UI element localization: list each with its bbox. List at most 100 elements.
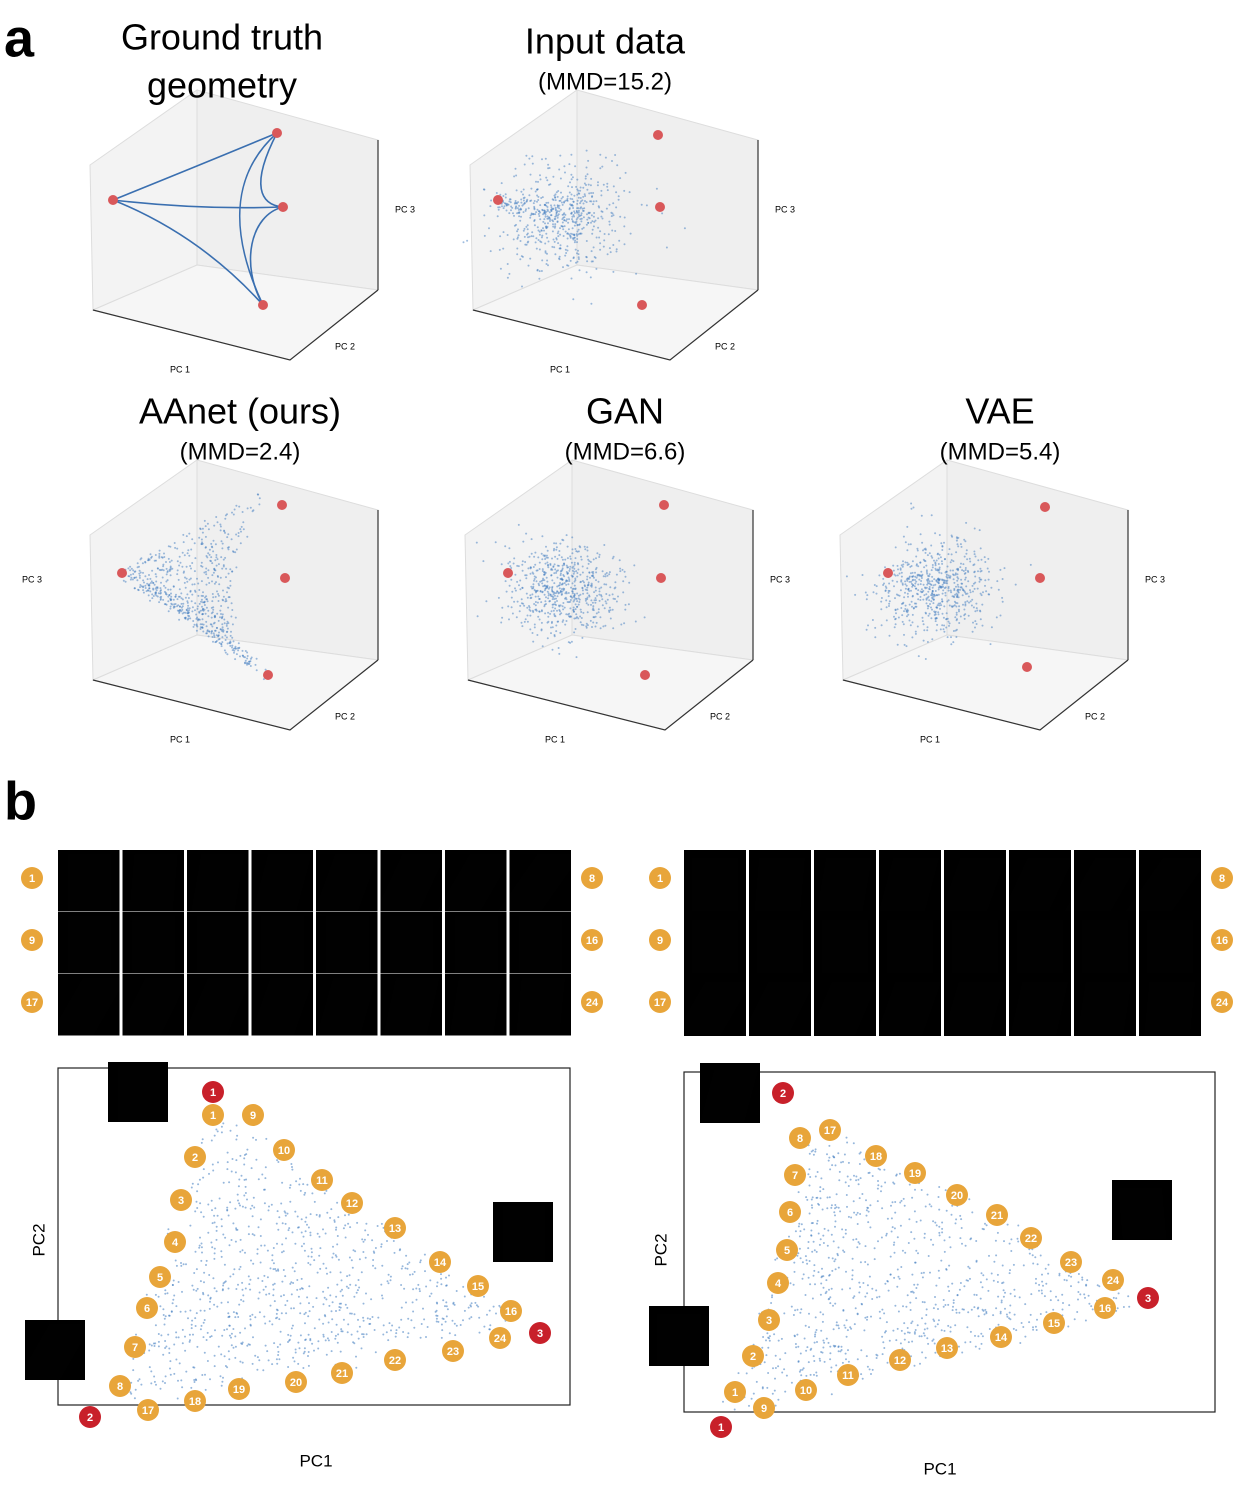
point: [871, 619, 874, 621]
point: [279, 1330, 282, 1333]
point: [843, 1324, 846, 1327]
point: [1022, 1326, 1025, 1328]
digit-stroke: [521, 920, 560, 969]
point: [606, 253, 609, 256]
point: [224, 517, 227, 520]
point: [835, 1364, 838, 1367]
point: [926, 626, 929, 629]
point: [215, 516, 218, 518]
point: [1049, 1299, 1052, 1302]
point: [873, 1258, 876, 1261]
point: [962, 1308, 965, 1311]
point: [806, 1262, 809, 1265]
point: [338, 1306, 341, 1308]
point: [202, 1321, 205, 1324]
point: [573, 221, 576, 224]
point: [1070, 1275, 1073, 1278]
point: [237, 642, 240, 645]
point: [933, 559, 935, 562]
point: [334, 1254, 337, 1257]
point: [336, 1235, 339, 1237]
point: [876, 1296, 878, 1299]
point: [546, 556, 549, 559]
point: [867, 624, 869, 627]
point: [220, 605, 223, 607]
point: [506, 276, 509, 279]
point: [1063, 1278, 1066, 1281]
point: [896, 1236, 899, 1239]
point: [199, 1202, 202, 1205]
point: [541, 234, 544, 237]
point: [606, 598, 609, 601]
point: [918, 578, 921, 581]
point: [601, 598, 604, 601]
point: [211, 593, 214, 595]
point: [226, 546, 229, 549]
point: [928, 552, 931, 555]
digit-image: [1009, 974, 1071, 1036]
point: [214, 595, 217, 598]
point: [954, 1222, 957, 1225]
point: [553, 634, 556, 636]
point: [188, 532, 191, 535]
point: [203, 1281, 205, 1284]
point: [544, 600, 547, 603]
point: [140, 1383, 143, 1386]
point: [504, 196, 507, 199]
point: [175, 1264, 178, 1267]
point: [496, 215, 499, 218]
point: [797, 1225, 800, 1228]
point: [851, 1269, 854, 1272]
point: [796, 1308, 799, 1311]
point: [615, 248, 618, 251]
point: [939, 607, 941, 610]
point: [259, 1235, 262, 1237]
point: [537, 556, 540, 559]
point: [330, 1310, 333, 1313]
point: [623, 243, 626, 246]
point: [974, 575, 977, 578]
point: [554, 223, 557, 226]
point: [200, 1141, 203, 1144]
point: [938, 571, 941, 574]
point: [942, 589, 945, 592]
point: [555, 211, 558, 214]
point: [907, 588, 910, 591]
point: [561, 564, 564, 567]
point: [192, 620, 195, 622]
point: [545, 576, 548, 579]
point: [578, 269, 581, 272]
point: [823, 1341, 826, 1344]
point: [830, 1206, 833, 1209]
point: [170, 602, 173, 605]
point: [564, 254, 567, 257]
point: [244, 656, 246, 659]
point: [357, 1318, 359, 1321]
point: [192, 1288, 195, 1291]
point: [277, 1350, 280, 1353]
point: [855, 1213, 858, 1216]
point: [243, 1178, 246, 1181]
point: [580, 580, 582, 583]
badge-label: 1: [657, 873, 663, 885]
point: [182, 602, 185, 605]
point: [239, 1250, 242, 1253]
point: [995, 616, 998, 619]
point: [402, 1331, 405, 1333]
point: [222, 558, 225, 561]
point: [207, 576, 210, 579]
point: [213, 1252, 216, 1255]
point: [196, 625, 199, 628]
point: [547, 264, 549, 267]
point: [527, 264, 530, 267]
point: [604, 624, 607, 627]
tile: [108, 1062, 168, 1122]
point: [961, 1242, 963, 1245]
point: [510, 209, 512, 212]
point: [546, 590, 549, 593]
badge: [581, 991, 603, 1013]
point: [249, 657, 252, 660]
point: [226, 1168, 229, 1171]
point: [944, 591, 947, 594]
